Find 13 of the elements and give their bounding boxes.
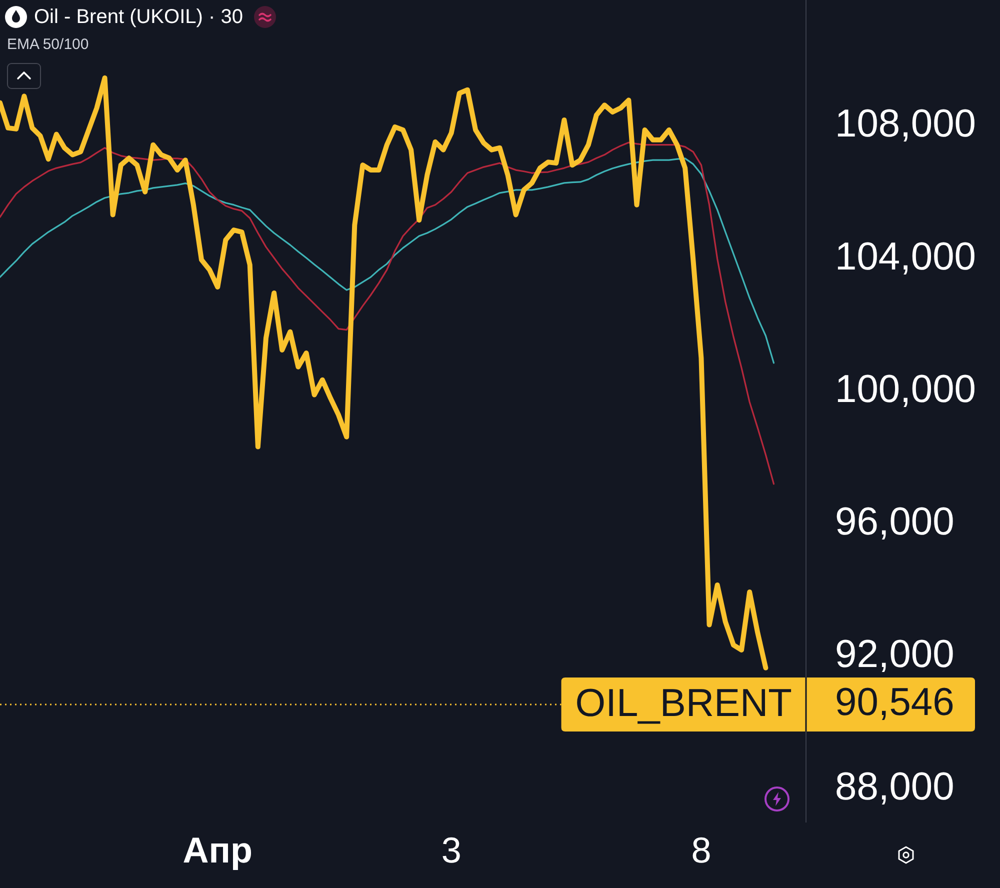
y-tick-label: 100,000 xyxy=(835,368,976,411)
x-tick-label: 3 xyxy=(441,830,462,871)
y-tick-label: 96,000 xyxy=(835,500,954,544)
text: EMA 50/100 xyxy=(7,36,89,54)
y-tick-label: 90,546 xyxy=(835,681,954,724)
x-tick-label: 8 xyxy=(691,830,712,871)
x-tick-label: Апр xyxy=(182,830,252,871)
y-tick-label: 92,000 xyxy=(835,633,954,676)
y-tick-label: 88,000 xyxy=(835,766,954,809)
y-tick-label: 108,000 xyxy=(835,102,976,146)
chart-title: Oil - Brent (UKOIL) · 30 xyxy=(34,5,243,29)
ref-line-label: OIL_BRENT xyxy=(575,682,792,726)
y-tick-label: 104,000 xyxy=(835,235,976,278)
